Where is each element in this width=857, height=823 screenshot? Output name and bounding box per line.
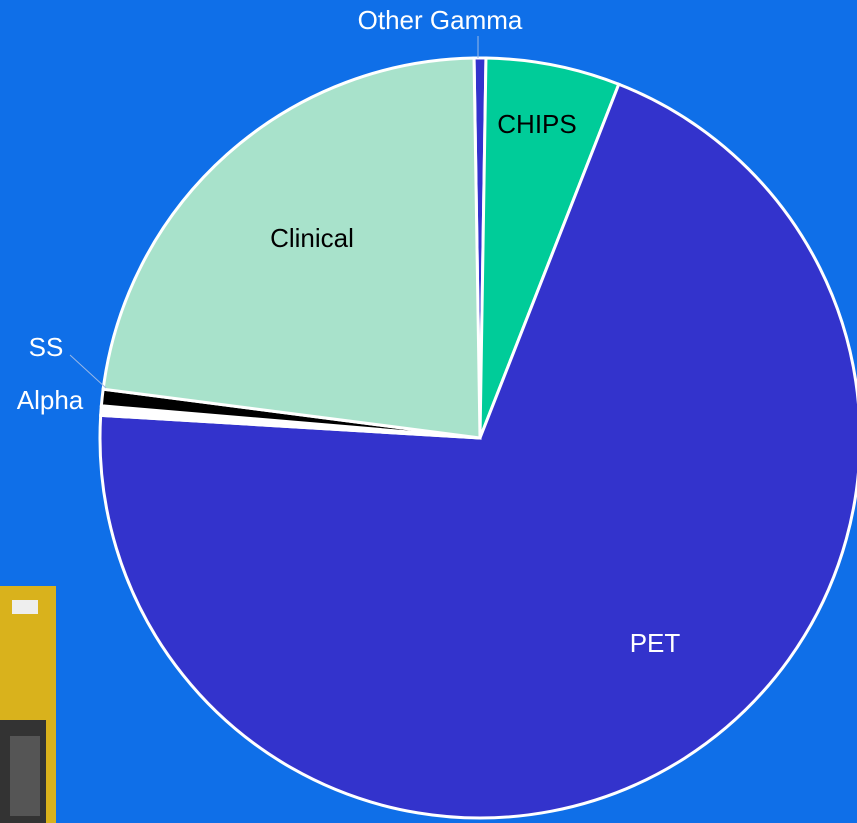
- slice-label: PET: [630, 628, 681, 658]
- slice-label: SS: [29, 332, 64, 362]
- pie-slice: [98, 82, 857, 820]
- slice-label: CHIPS: [497, 109, 576, 139]
- photo-label: [12, 600, 38, 614]
- slice-label: Other Gamma: [358, 5, 523, 35]
- pie-slice: [478, 56, 621, 439]
- photo: [0, 586, 56, 823]
- slice-label: Clinical: [270, 223, 354, 253]
- pie-slice: [101, 56, 482, 440]
- leader-line: [69, 354, 107, 389]
- photo-handle: [10, 736, 40, 816]
- slice-label: Alpha: [17, 385, 84, 415]
